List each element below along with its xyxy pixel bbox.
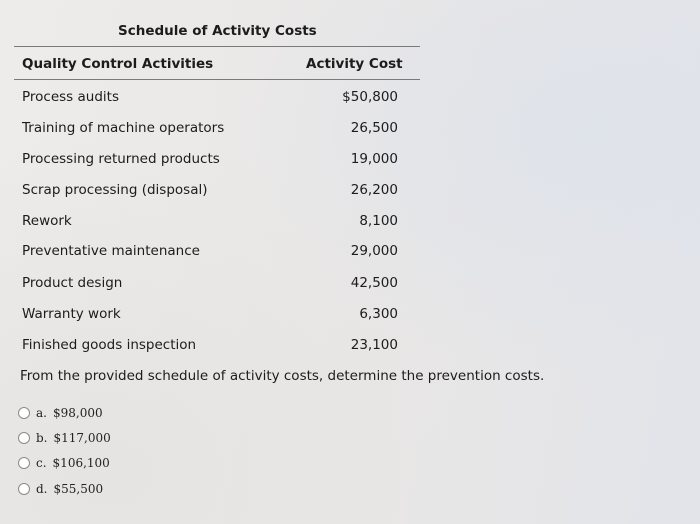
table-row: Scrap processing (disposal) 26,200 <box>0 182 420 206</box>
activity-name: Preventative maintenance <box>22 243 200 259</box>
activity-cost: 6,300 <box>359 306 398 322</box>
option-label: b. $117,000 <box>36 431 111 445</box>
activity-name: Processing returned products <box>22 151 220 167</box>
table-row: Warranty work 6,300 <box>0 306 420 330</box>
radio-button[interactable] <box>18 407 30 419</box>
schedule-title: Schedule of Activity Costs <box>118 23 317 39</box>
table-row: Product design 42,500 <box>0 275 420 299</box>
activity-name: Product design <box>22 275 123 291</box>
answer-option-a[interactable]: a. $98,000 <box>18 403 103 423</box>
activity-name: Process audits <box>22 89 119 105</box>
activity-name: Warranty work <box>22 306 121 322</box>
table-row: Processing returned products 19,000 <box>0 151 420 175</box>
option-letter: c. <box>36 456 47 470</box>
header-bottom-rule <box>14 79 420 80</box>
activity-name: Finished goods inspection <box>22 337 197 353</box>
table-row: Training of machine operators 26,500 <box>0 120 420 144</box>
answer-option-d[interactable]: d. $55,500 <box>18 479 103 499</box>
table-row: Preventative maintenance 29,000 <box>0 243 420 267</box>
option-value: $117,000 <box>53 431 111 445</box>
option-label: c. $106,100 <box>36 456 110 470</box>
option-value: $106,100 <box>52 456 110 470</box>
activity-cost: 26,500 <box>350 120 398 136</box>
option-value: $55,500 <box>53 482 104 496</box>
question-text: From the provided schedule of activity c… <box>20 368 545 384</box>
option-letter: d. <box>36 482 48 496</box>
answer-option-c[interactable]: c. $106,100 <box>18 453 110 473</box>
table-row: Finished goods inspection 23,100 <box>0 337 420 361</box>
radio-button[interactable] <box>18 457 30 469</box>
radio-button[interactable] <box>18 432 30 444</box>
option-value: $98,000 <box>52 406 103 420</box>
activity-cost: 8,100 <box>359 213 398 229</box>
table-row: Process audits $50,800 <box>0 89 420 113</box>
activity-name: Scrap processing (disposal) <box>22 182 208 198</box>
table-row: Rework 8,100 <box>0 213 420 237</box>
column-header-activity: Quality Control Activities <box>22 56 214 72</box>
activity-cost: 23,100 <box>350 337 398 353</box>
option-letter: b. <box>36 431 48 445</box>
activity-cost: 42,500 <box>350 275 398 291</box>
activity-name: Rework <box>22 213 72 229</box>
activity-cost: $50,800 <box>342 89 398 105</box>
activity-cost: 29,000 <box>350 243 398 259</box>
answer-option-b[interactable]: b. $117,000 <box>18 428 111 448</box>
activity-cost: 26,200 <box>350 182 398 198</box>
option-label: a. $98,000 <box>36 406 103 420</box>
activity-name: Training of machine operators <box>22 120 225 136</box>
activity-cost: 19,000 <box>350 151 398 167</box>
column-header-cost: Activity Cost <box>306 56 403 72</box>
radio-button[interactable] <box>18 483 30 495</box>
option-label: d. $55,500 <box>36 482 103 496</box>
header-top-rule <box>14 46 420 47</box>
option-letter: a. <box>36 406 47 420</box>
